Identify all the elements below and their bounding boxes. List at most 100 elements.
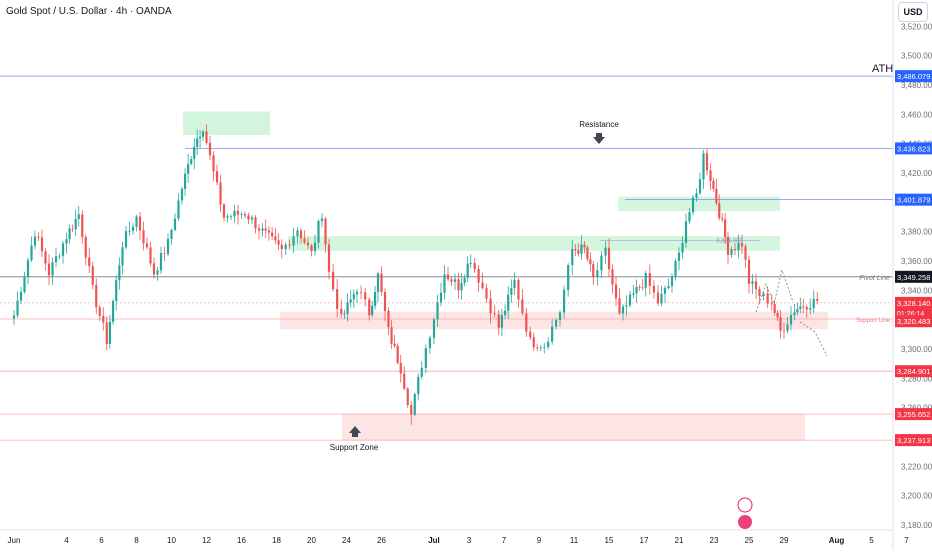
x-tick-label: 8 (134, 536, 139, 545)
candle-up (596, 270, 599, 277)
candle-up (551, 326, 554, 342)
candle-down (481, 282, 484, 289)
measure-label: 3,374.000 (716, 239, 743, 245)
candle-up (677, 252, 681, 261)
candle-down (331, 271, 335, 290)
resistance-zone-upper (618, 196, 780, 212)
price-tag-label: 3,436.823 (897, 144, 930, 153)
candle-up (413, 394, 416, 415)
candle-up (371, 305, 374, 316)
candle-down (723, 219, 727, 237)
candle-up (166, 238, 170, 254)
candle-up (621, 306, 625, 314)
x-tick-label: 4 (64, 536, 69, 545)
candle-up (187, 163, 190, 174)
x-tick-label: 18 (272, 536, 281, 545)
candle-down (327, 244, 331, 272)
candle-up (513, 279, 516, 289)
candle-up (644, 273, 647, 288)
candle-up (463, 277, 466, 283)
candle-down (393, 343, 396, 346)
candle-up (799, 306, 802, 310)
x-tick-label: 16 (237, 536, 246, 545)
candle-down (364, 292, 367, 300)
currency-button[interactable]: USD (898, 2, 928, 22)
candle-down (98, 307, 101, 316)
x-tick-label: 3 (467, 536, 472, 545)
x-tick-label: 7 (904, 536, 909, 545)
candle-up (190, 159, 193, 164)
candle-up (121, 247, 124, 266)
candle-down (340, 308, 343, 314)
candle-down (267, 230, 271, 233)
candle-down (288, 244, 291, 246)
candle-down (264, 228, 267, 231)
x-tick-label: 26 (377, 536, 386, 545)
candle-up (663, 288, 667, 294)
price-tag (895, 408, 932, 421)
candle-up (604, 247, 607, 256)
candle-up (373, 292, 377, 306)
candle-up (349, 299, 352, 303)
candle-down (336, 289, 339, 309)
candle-down (299, 230, 303, 239)
candle-down (776, 312, 779, 318)
candle-down (410, 405, 413, 415)
candle-up (625, 305, 628, 307)
candle-down (247, 215, 250, 220)
candle-up (135, 216, 138, 227)
candlestick-series (12, 124, 819, 425)
candle-up (68, 228, 71, 240)
candle-up (632, 293, 635, 295)
candle-up (660, 293, 663, 304)
candle-up (77, 214, 80, 219)
candle-down (95, 284, 98, 308)
y-tick-label: 3,280.000 (901, 374, 932, 383)
candle-down (84, 236, 87, 258)
chart-annotations: ATH Resistance Support Zone Pivot Line Suppo… (330, 63, 893, 529)
candle-up (562, 289, 566, 313)
candle-down (607, 247, 611, 270)
price-tag (895, 315, 932, 328)
candle-down (212, 155, 215, 172)
candle-up (16, 300, 19, 316)
candle-up (684, 221, 688, 243)
candle-up (115, 280, 118, 301)
support-zone-band (280, 311, 828, 330)
x-tick-label: 5 (869, 536, 874, 545)
candle-down (359, 291, 363, 293)
candle-up (250, 217, 254, 220)
time-axis: Jun 4 6 8 10 12 16 18 20 24 26 Jul 3 7 9 11 15 17 21 23 25 29… (0, 529, 909, 545)
candle-up (196, 138, 199, 147)
candle-down (208, 142, 212, 156)
candle-up (667, 285, 670, 289)
candle-down (403, 373, 406, 389)
candle-down (782, 330, 786, 332)
candle-down (37, 236, 40, 238)
candle-down (577, 250, 580, 254)
candle-up (466, 263, 469, 278)
candle-up (503, 310, 507, 316)
candle-up (61, 243, 65, 256)
countdown-label: 01:26:14 (897, 311, 924, 318)
candle-up (762, 293, 765, 297)
candle-down (274, 236, 277, 241)
candle-up (58, 255, 61, 257)
candle-down (236, 210, 240, 215)
candle-up (131, 226, 135, 231)
candle-down (574, 249, 577, 251)
candle-up (420, 367, 423, 377)
candle-down (219, 182, 222, 205)
candle-down (81, 214, 84, 237)
candle-up (54, 256, 58, 263)
candle-down (91, 266, 94, 285)
price-tag (895, 193, 932, 206)
candle-down (387, 311, 390, 328)
candle-down (744, 246, 747, 260)
candle-down (521, 299, 524, 314)
candle-up (510, 288, 513, 295)
candle-down (138, 216, 142, 231)
candle-up (201, 131, 205, 137)
